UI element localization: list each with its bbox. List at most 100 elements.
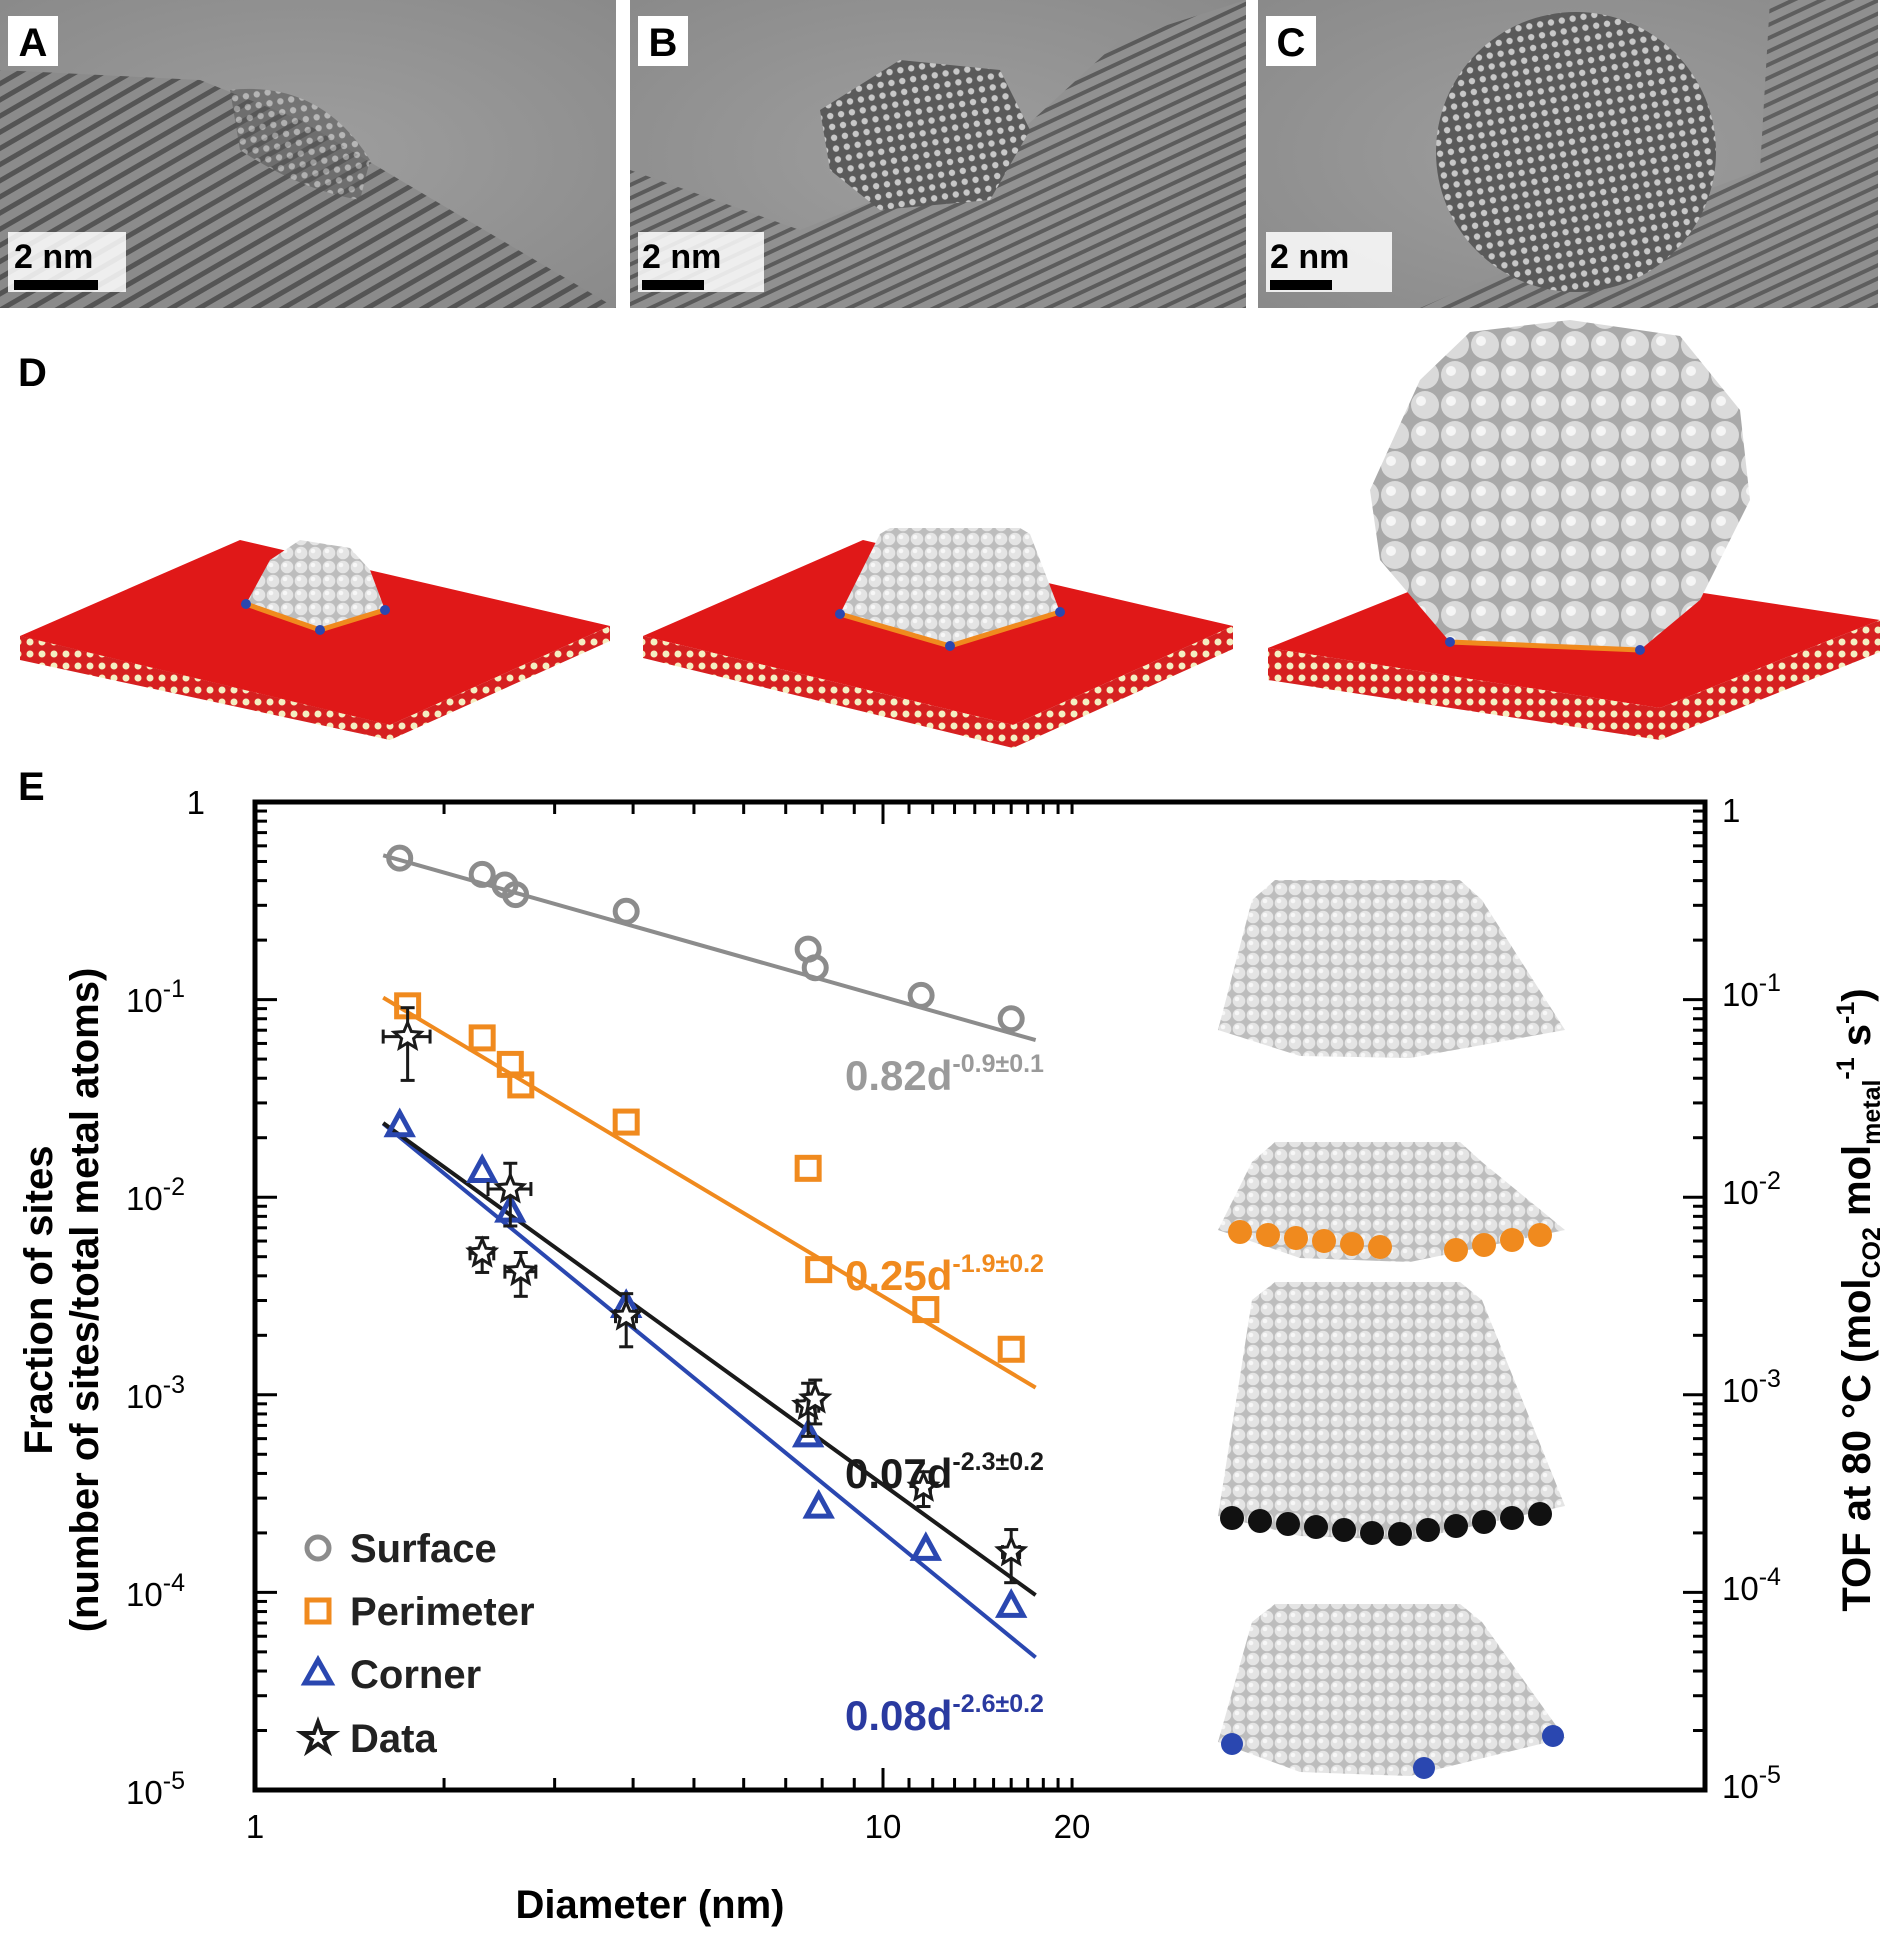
scale-bar-b bbox=[642, 280, 704, 290]
surface-point bbox=[907, 981, 935, 1009]
y-tick-label: 10-4 bbox=[126, 1569, 185, 1613]
perimeter-site-atom bbox=[1444, 1238, 1468, 1262]
y-tick-label: 10-5 bbox=[126, 1767, 185, 1811]
data-point bbox=[994, 1534, 1029, 1567]
panel-label-e: E bbox=[18, 765, 45, 809]
axis-ticks bbox=[253, 800, 1705, 1792]
legend-item-corner: Corner bbox=[300, 1653, 481, 1697]
triangle-marker-icon bbox=[300, 1654, 336, 1686]
perimeter-fit-label: 0.25d-1.9±0.2 bbox=[845, 1250, 1044, 1299]
edge-site-atom bbox=[1248, 1509, 1272, 1533]
legend-item-perimeter: Perimeter bbox=[304, 1590, 535, 1634]
perimeter-point bbox=[507, 1071, 535, 1099]
legend-item-data: Data bbox=[295, 1716, 437, 1761]
scale-bar-label-b: 2 nm bbox=[642, 238, 721, 276]
edge-site-atom bbox=[1444, 1514, 1468, 1538]
tem-panel-a: A 2 nm bbox=[0, 0, 616, 308]
corner-point bbox=[994, 1588, 1028, 1618]
x-tick-label: 1 bbox=[246, 1808, 264, 1845]
perimeter-point bbox=[468, 1024, 496, 1052]
support-slab-1 bbox=[20, 540, 610, 740]
surface-point bbox=[502, 881, 530, 909]
y-tick-label: 10-3 bbox=[126, 1371, 185, 1415]
y-axis-title-line2: (number of sites/total metal atoms) bbox=[63, 968, 107, 1633]
data-fit-label: 0.07d-2.3±0.2 bbox=[845, 1448, 1044, 1497]
perimeter-site-atom bbox=[1228, 1220, 1252, 1244]
scale-bar-a bbox=[14, 280, 98, 290]
circle-marker-icon bbox=[304, 1534, 332, 1562]
model-panel-d: D bbox=[18, 320, 1880, 748]
edge-site-atom bbox=[1276, 1512, 1300, 1536]
perimeter-point bbox=[912, 1296, 940, 1324]
data-points bbox=[381, 844, 1029, 1618]
y-axis-title-line1: Fraction of sites bbox=[17, 1146, 61, 1455]
edge-site-atom bbox=[1360, 1521, 1384, 1545]
corner-sites-model bbox=[1218, 1604, 1565, 1779]
edge-site-atoms bbox=[1220, 1502, 1552, 1546]
legend: Surface Perimeter Corner Data bbox=[295, 1527, 535, 1761]
panel-label-b: B bbox=[649, 21, 678, 65]
corner-fit-line bbox=[381, 1122, 1037, 1659]
chart-panel-e: E 1 10-1 10-2 10-3 10-4 10-5 1 10-1 10-2… bbox=[17, 765, 1886, 1927]
corner-site-atom bbox=[1542, 1725, 1564, 1747]
perimeter-site-atom bbox=[1256, 1223, 1280, 1247]
perimeter-site-atom bbox=[1284, 1226, 1308, 1250]
data-point bbox=[465, 1235, 500, 1268]
surface-point bbox=[386, 844, 414, 872]
data-point bbox=[609, 1298, 644, 1331]
panel-label-c: C bbox=[1277, 21, 1306, 65]
y2-tick-label: 10-1 bbox=[1722, 969, 1781, 1013]
site-illustrations bbox=[1218, 880, 1565, 1779]
edge-site-atom bbox=[1220, 1506, 1244, 1530]
edge-site-atom bbox=[1416, 1518, 1440, 1542]
particle-model-1 bbox=[241, 540, 390, 635]
perimeter-site-atom bbox=[1472, 1233, 1496, 1257]
perimeter-site-atom bbox=[1500, 1228, 1524, 1252]
y2-axis-tick-labels: 1 10-1 10-2 10-3 10-4 10-5 bbox=[1722, 792, 1781, 1805]
data-point bbox=[906, 1469, 941, 1502]
data-point bbox=[390, 1018, 425, 1052]
y2-tick-label: 10-5 bbox=[1722, 1761, 1781, 1805]
tem-panel-b: B 2 nm bbox=[630, 0, 1246, 308]
edge-site-atom bbox=[1388, 1522, 1412, 1546]
corner-fit-label: 0.08d-2.6±0.2 bbox=[845, 1690, 1044, 1739]
y2-tick-label: 1 bbox=[1722, 792, 1740, 829]
corner-site-atom bbox=[1221, 1733, 1243, 1755]
edge-site-atom bbox=[1528, 1502, 1552, 1526]
fit-labels: 0.82d-0.9±0.1 0.25d-1.9±0.2 0.07d-2.3±0.… bbox=[845, 1050, 1044, 1739]
surface-sites-model bbox=[1218, 880, 1565, 1058]
x-tick-label: 20 bbox=[1054, 1808, 1091, 1845]
corner-point bbox=[802, 1488, 835, 1519]
plot-frame bbox=[252, 799, 1708, 1793]
y2-tick-label: 10-4 bbox=[1722, 1563, 1781, 1607]
x-axis-tick-labels: 1 10 20 bbox=[246, 1808, 1091, 1845]
particle-model-2 bbox=[835, 528, 1065, 651]
corner-point bbox=[909, 1531, 943, 1561]
perimeter-point bbox=[805, 1256, 833, 1284]
corner-point bbox=[383, 1107, 416, 1138]
surface-point bbox=[612, 897, 640, 925]
edge-site-atom bbox=[1332, 1518, 1356, 1542]
perimeter-site-atom bbox=[1528, 1223, 1552, 1247]
surface-point bbox=[997, 1005, 1025, 1033]
perimeter-point bbox=[794, 1154, 822, 1182]
surface-point bbox=[801, 954, 829, 982]
edge-site-atom bbox=[1472, 1510, 1496, 1534]
data-point bbox=[493, 1171, 528, 1204]
scale-bar-c bbox=[1270, 280, 1332, 290]
perimeter-site-atoms bbox=[1228, 1220, 1552, 1262]
perimeter-sites-model bbox=[1218, 1142, 1565, 1262]
panel-label-d: D bbox=[18, 351, 47, 395]
y-axis-tick-labels: 1 10-1 10-2 10-3 10-4 10-5 bbox=[126, 784, 205, 1811]
y2-tick-label: 10-3 bbox=[1722, 1365, 1781, 1409]
perimeter-site-atom bbox=[1340, 1232, 1364, 1256]
data-point bbox=[503, 1253, 538, 1287]
y-tick-label: 1 bbox=[187, 784, 205, 821]
y-tick-label: 10-2 bbox=[126, 1173, 185, 1217]
perimeter-point bbox=[612, 1108, 640, 1136]
legend-label-surface: Surface bbox=[350, 1527, 497, 1571]
star-marker-icon bbox=[295, 1716, 341, 1757]
y2-axis-title: TOF at 80 °C (molCO2 molmetal-1 s-1) bbox=[1832, 988, 1886, 1611]
x-axis-title: Diameter (nm) bbox=[516, 1883, 785, 1927]
